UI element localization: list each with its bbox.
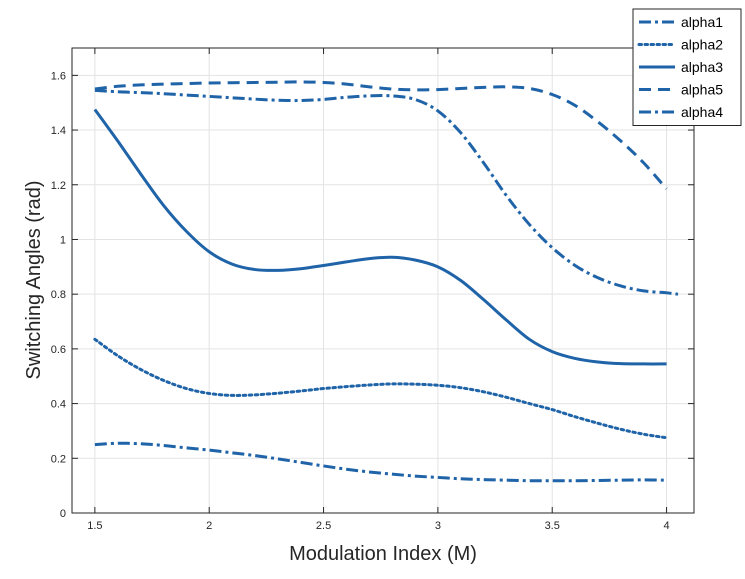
legend-label-alpha2: alpha2 — [681, 37, 723, 53]
x-tick-label: 3.5 — [545, 520, 560, 532]
y-tick-label: 1.2 — [51, 180, 66, 192]
legend-label-alpha5: alpha5 — [681, 82, 723, 98]
x-tick-label: 3 — [435, 520, 441, 532]
y-tick-label: 0 — [60, 508, 66, 520]
series-line-alpha2 — [93, 337, 669, 440]
series-line-alpha3 — [93, 108, 667, 366]
x-tick-label: 2.5 — [316, 520, 331, 532]
plot-border — [71, 47, 695, 514]
y-tick-label: 1.4 — [51, 125, 66, 137]
y-tick-label: 1.6 — [51, 70, 66, 82]
y-tick-label: 0.4 — [51, 399, 66, 411]
x-tick-label: 2 — [206, 520, 212, 532]
plot-area — [72, 48, 694, 513]
series-line-alpha1 — [94, 441, 667, 483]
tick-labels: 1.5 2 2.5 3 3.5 4 0 0.2 0.4 0.6 0.8 1 1.2 1.4 1.6 — [51, 70, 670, 532]
x-tick-label: 1.5 — [87, 520, 102, 532]
legend: alpha1 alpha2 alpha3 alpha5 alpha4 — [632, 8, 742, 126]
legend-label-alpha3: alpha3 — [681, 59, 723, 75]
axis-ticks — [72, 48, 694, 514]
x-axis-label: Modulation Index (M) — [289, 543, 477, 565]
series-line-alpha5 — [94, 80, 668, 190]
legend-label-alpha1: alpha1 — [681, 14, 723, 30]
legend-label-alpha4: alpha4 — [681, 104, 723, 120]
series-layer — [93, 80, 679, 483]
y-axis-label: Switching Angles (rad) — [23, 181, 45, 380]
y-tick-label: 0.2 — [51, 453, 66, 465]
series-line-alpha4 — [94, 88, 679, 296]
y-tick-label: 1 — [60, 234, 66, 246]
y-tick-label: 0.6 — [51, 344, 66, 356]
y-tick-label: 0.8 — [51, 289, 66, 301]
x-tick-label: 4 — [663, 520, 669, 532]
